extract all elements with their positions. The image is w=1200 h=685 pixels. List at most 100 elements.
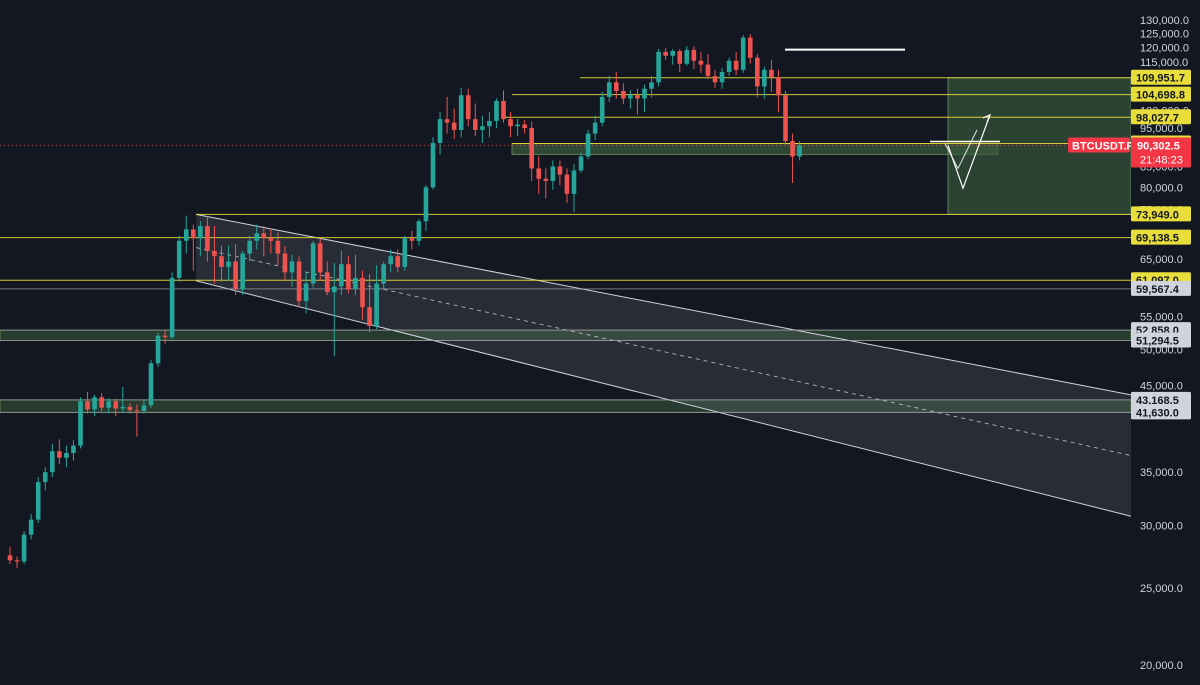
candle[interactable] (148, 359, 154, 408)
candle[interactable] (261, 226, 267, 257)
candle[interactable] (508, 112, 513, 138)
candle[interactable] (296, 256, 302, 308)
candle[interactable] (268, 228, 274, 254)
candle[interactable] (465, 88, 471, 127)
candle[interactable] (635, 88, 640, 115)
candle[interactable] (571, 164, 577, 212)
candle[interactable] (628, 90, 633, 109)
candle[interactable] (85, 391, 90, 414)
candle[interactable] (776, 69, 781, 113)
candles-layer[interactable] (7, 34, 802, 569)
candle[interactable] (381, 261, 386, 290)
candle[interactable] (289, 254, 295, 287)
candle[interactable] (487, 112, 492, 138)
candle[interactable] (592, 115, 598, 140)
candle[interactable] (64, 445, 69, 468)
candle[interactable] (395, 249, 401, 273)
candle[interactable] (423, 185, 429, 231)
candle[interactable] (92, 394, 97, 416)
candle[interactable] (790, 133, 795, 184)
candle[interactable] (430, 137, 436, 190)
candle[interactable] (99, 393, 104, 411)
candle[interactable] (783, 90, 788, 145)
candle[interactable] (219, 245, 224, 282)
candle[interactable] (755, 53, 760, 98)
candle[interactable] (543, 168, 549, 199)
candle[interactable] (57, 439, 62, 465)
candle[interactable] (606, 76, 612, 102)
candle[interactable] (564, 168, 570, 203)
candle[interactable] (416, 218, 422, 246)
candle[interactable] (42, 467, 48, 491)
candle[interactable] (78, 397, 83, 449)
candle[interactable] (409, 230, 415, 250)
candle[interactable] (183, 215, 189, 254)
candle[interactable] (303, 272, 309, 314)
candle[interactable] (458, 87, 464, 138)
candle[interactable] (797, 141, 802, 161)
candle[interactable] (353, 254, 358, 296)
candle[interactable] (212, 226, 217, 284)
candle[interactable] (332, 263, 337, 357)
candle[interactable] (205, 216, 210, 262)
candle[interactable] (191, 224, 196, 271)
candle[interactable] (705, 53, 711, 80)
candle[interactable] (254, 224, 260, 250)
candle[interactable] (578, 152, 584, 173)
candle[interactable] (113, 398, 119, 416)
candle[interactable] (247, 235, 252, 262)
candle[interactable] (698, 51, 704, 73)
candle[interactable] (141, 399, 147, 414)
candle[interactable] (691, 46, 697, 69)
candle[interactable] (28, 513, 34, 540)
candle[interactable] (529, 121, 534, 181)
candle[interactable] (226, 245, 231, 281)
candle[interactable] (240, 250, 245, 296)
candle[interactable] (346, 256, 351, 294)
candle[interactable] (451, 108, 457, 140)
candle[interactable] (233, 244, 238, 296)
candle[interactable] (155, 332, 161, 367)
candle[interactable] (670, 49, 675, 65)
candle[interactable] (437, 112, 443, 155)
candle[interactable] (275, 232, 281, 266)
candle[interactable] (324, 261, 330, 296)
candle[interactable] (515, 119, 520, 137)
candle[interactable] (719, 67, 725, 89)
candle[interactable] (684, 46, 690, 66)
candle[interactable] (733, 51, 739, 76)
candle[interactable] (367, 274, 372, 333)
candle[interactable] (127, 402, 133, 414)
candle[interactable] (35, 477, 41, 523)
candle[interactable] (162, 330, 168, 344)
candle[interactable] (494, 98, 499, 129)
candle[interactable] (649, 76, 654, 98)
candle[interactable] (557, 160, 563, 186)
candle[interactable] (388, 249, 393, 273)
candle[interactable] (134, 404, 140, 437)
candle[interactable] (50, 443, 55, 478)
candle[interactable] (522, 120, 527, 134)
candle[interactable] (550, 160, 556, 190)
candle[interactable] (444, 96, 450, 134)
candle[interactable] (614, 71, 619, 99)
candle[interactable] (317, 238, 323, 281)
candle[interactable] (769, 59, 774, 92)
candle[interactable] (14, 556, 20, 569)
candle[interactable] (282, 245, 288, 281)
candle[interactable] (762, 66, 767, 99)
candle[interactable] (21, 531, 27, 565)
candle[interactable] (473, 103, 478, 137)
candle[interactable] (176, 235, 182, 282)
candle[interactable] (402, 235, 408, 271)
candle[interactable] (656, 49, 661, 87)
candle[interactable] (712, 69, 718, 88)
candle[interactable] (71, 440, 76, 461)
candle[interactable] (310, 240, 316, 288)
candle[interactable] (663, 48, 668, 60)
candle[interactable] (169, 272, 175, 340)
candle[interactable] (501, 90, 506, 123)
candle[interactable] (360, 270, 365, 320)
candle[interactable] (120, 387, 126, 413)
